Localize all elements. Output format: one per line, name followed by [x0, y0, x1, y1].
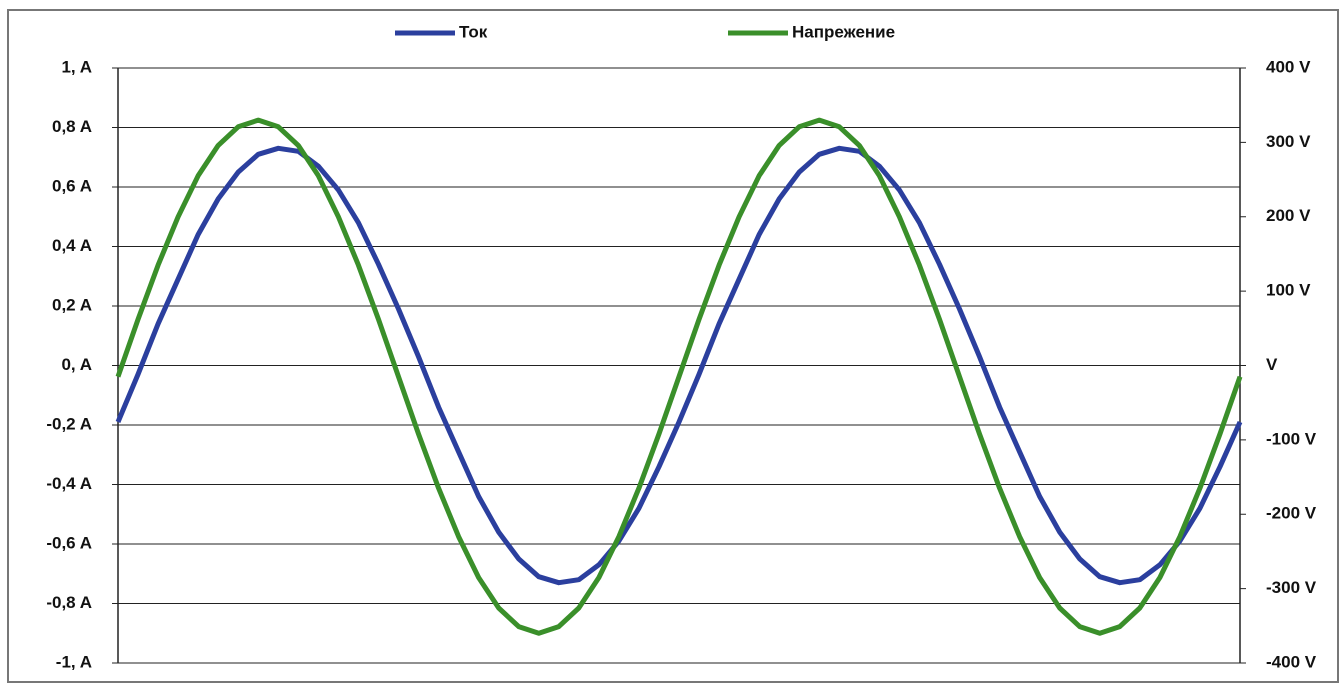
y-tick-label: -0,2 A: [46, 414, 92, 433]
series-line: [115, 117, 1243, 636]
legend-label: Напрежение: [792, 22, 895, 41]
y2-tick-label: -100 V: [1266, 429, 1317, 448]
y2-tick-label: 300 V: [1266, 132, 1311, 151]
y-tick-label: -0,8 A: [46, 593, 92, 612]
y-tick-label: -1, A: [56, 652, 92, 671]
y2-tick-label: -200 V: [1266, 504, 1317, 523]
y-tick-label: 1, A: [61, 57, 92, 76]
y2-tick-label: -300 V: [1266, 578, 1317, 597]
y-tick-label: 0,4 A: [52, 236, 92, 255]
y2-tick-label: 200 V: [1266, 206, 1311, 225]
y2-tick-label: -400 V: [1266, 652, 1317, 671]
y-tick-label: 0,6 A: [52, 176, 92, 195]
y-tick-label: -0,4 A: [46, 474, 92, 493]
chart-frame: [7, 9, 1339, 683]
y2-tick-label: 100 V: [1266, 281, 1311, 300]
y-tick-label: 0,8 A: [52, 117, 92, 136]
legend-label: Ток: [459, 22, 488, 41]
y2-tick-label: 400 V: [1266, 57, 1311, 76]
y-tick-label: 0, A: [61, 355, 92, 374]
y-tick-label: 0,2 A: [52, 295, 92, 314]
y2-tick-label: V: [1266, 355, 1278, 374]
y-tick-label: -0,6 A: [46, 533, 92, 552]
